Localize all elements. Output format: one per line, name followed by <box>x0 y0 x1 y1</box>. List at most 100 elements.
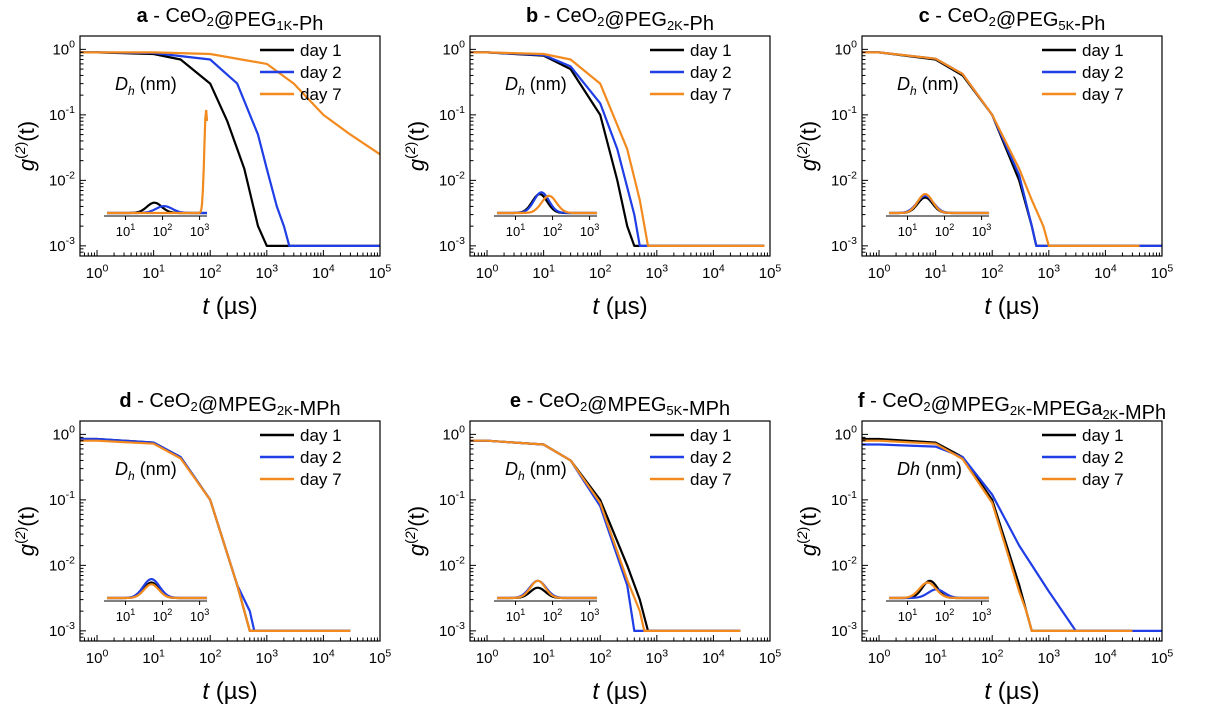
x-axis-label: t (µs) <box>202 678 257 705</box>
inset-curve <box>107 109 209 215</box>
y-tick-label: 10-2 <box>439 170 465 190</box>
panel-title: c - CeO2@PEG5K-Ph <box>919 5 1106 35</box>
x-tick-label: 100 <box>476 647 499 667</box>
y-axis-label: g(2)(t) <box>402 506 429 556</box>
legend-label: day 1 <box>1082 426 1124 445</box>
y-tick-label: 100 <box>52 39 75 59</box>
y-tick-label: 10-2 <box>831 555 857 575</box>
inset: Dh (nm) 101 102 103 <box>494 74 599 239</box>
x-tick-label: 103 <box>1038 262 1061 282</box>
x-axis-label: t (µs) <box>984 678 1039 705</box>
panel-d: d - CeO2@MPEG2K-MPh 100 101 102 103 104 105 10-… <box>12 390 391 705</box>
inset-curve <box>497 579 597 600</box>
y-tick-label: 10-1 <box>439 104 465 124</box>
inset-tick-label: 101 <box>506 222 526 239</box>
x-tick-label: 103 <box>256 647 279 667</box>
inset: Dh (nm) 101 102 103 <box>104 459 209 624</box>
panel-c: c - CeO2@PEG5K-Ph 100 101 102 103 104 105 10-3 1… <box>794 5 1173 320</box>
legend-label: day 7 <box>1082 85 1124 104</box>
inset-tick-label: 101 <box>506 607 526 624</box>
x-tick-label: 105 <box>759 262 782 282</box>
legend-label: day 7 <box>690 470 732 489</box>
y-axis-label: g(2)(t) <box>402 121 429 171</box>
inset-tick-label: 102 <box>543 607 563 624</box>
x-tick-label: 101 <box>142 647 165 667</box>
series-line-day-7 <box>80 51 380 156</box>
y-axis-label: g(2)(t) <box>12 506 39 556</box>
y-tick-label: 10-1 <box>49 489 75 509</box>
panel-title: f - CeO2@MPEG2K-MPEGa2K-MPh <box>858 390 1166 424</box>
x-tick-label: 100 <box>476 262 499 282</box>
inset-curve <box>889 193 989 215</box>
y-tick-label: 10-2 <box>831 170 857 190</box>
x-tick-label: 101 <box>142 262 165 282</box>
x-tick-label: 101 <box>532 262 555 282</box>
panel-title: b - CeO2@PEG2K-Ph <box>526 5 714 35</box>
y-tick-label: 100 <box>442 424 465 444</box>
series-line-day-7 <box>470 439 741 633</box>
y-axis-label: g(2)(t) <box>794 121 821 171</box>
inset-curve <box>889 581 989 600</box>
plot-frame <box>861 420 1163 642</box>
x-tick-label: 100 <box>868 262 891 282</box>
plot-frame <box>469 420 771 642</box>
inset-label: Dh (nm) <box>115 74 177 98</box>
inset-tick-label: 102 <box>935 222 955 239</box>
panel-title: a - CeO2@PEG1K-Ph <box>137 5 324 35</box>
x-tick-label: 102 <box>199 647 222 667</box>
y-tick-label: 10-3 <box>831 620 857 640</box>
x-tick-label: 104 <box>1094 262 1117 282</box>
x-tick-label: 101 <box>532 647 555 667</box>
x-tick-label: 100 <box>86 647 109 667</box>
plot-frame <box>861 35 1163 257</box>
legend-label: day 2 <box>690 63 732 82</box>
inset-label: Dh (nm) <box>505 74 567 98</box>
x-tick-label: 105 <box>1151 262 1174 282</box>
y-tick-label: 100 <box>834 39 857 59</box>
inset: Dh (nm) 101 102 103 <box>104 74 209 239</box>
inset-tick-label: 101 <box>898 222 918 239</box>
inset-label: Dh (nm) <box>897 74 959 98</box>
x-tick-label: 100 <box>868 647 891 667</box>
y-tick-label: 10-3 <box>439 620 465 640</box>
inset-tick-label: 102 <box>935 607 955 624</box>
y-tick-label: 10-1 <box>831 104 857 124</box>
x-tick-label: 101 <box>924 262 947 282</box>
inset-tick-label: 103 <box>580 222 600 239</box>
legend-label: day 7 <box>1082 470 1124 489</box>
inset-label: Dh (nm) <box>115 459 177 483</box>
x-axis-label: t (µs) <box>592 678 647 705</box>
x-axis-label: t (µs) <box>202 293 257 320</box>
plot-frame <box>79 420 381 642</box>
y-tick-label: 10-2 <box>49 555 75 575</box>
x-tick-label: 102 <box>199 262 222 282</box>
panel-e: e - CeO2@MPEG5K-MPh 100 101 102 103 104 105 10-… <box>402 390 781 705</box>
y-axis-label: g(2)(t) <box>794 506 821 556</box>
x-tick-label: 103 <box>1038 647 1061 667</box>
x-tick-label: 105 <box>369 647 392 667</box>
series-line-day-7 <box>470 51 765 247</box>
y-tick-label: 10-3 <box>49 235 75 255</box>
x-tick-label: 104 <box>702 647 725 667</box>
series-line-day-2 <box>80 51 380 247</box>
inset: Dh (nm) 101 102 103 <box>494 459 599 624</box>
inset-tick-label: 102 <box>153 607 173 624</box>
panel-title: d - CeO2@MPEG2K-MPh <box>119 390 340 420</box>
x-tick-label: 105 <box>369 262 392 282</box>
y-tick-label: 10-3 <box>49 620 75 640</box>
inset-tick-label: 103 <box>972 607 992 624</box>
legend-label: day 1 <box>1082 41 1124 60</box>
y-tick-label: 10-2 <box>49 170 75 190</box>
inset-label: Dh (nm) <box>897 459 962 479</box>
x-tick-label: 105 <box>1151 647 1174 667</box>
inset-tick-label: 103 <box>580 607 600 624</box>
plot-frame <box>79 35 381 257</box>
x-tick-label: 102 <box>589 647 612 667</box>
y-tick-label: 10-3 <box>439 235 465 255</box>
y-tick-label: 10-3 <box>831 235 857 255</box>
inset-tick-label: 101 <box>116 222 136 239</box>
legend-label: day 1 <box>300 41 342 60</box>
x-tick-label: 102 <box>981 647 1004 667</box>
inset-tick-label: 103 <box>190 607 210 624</box>
